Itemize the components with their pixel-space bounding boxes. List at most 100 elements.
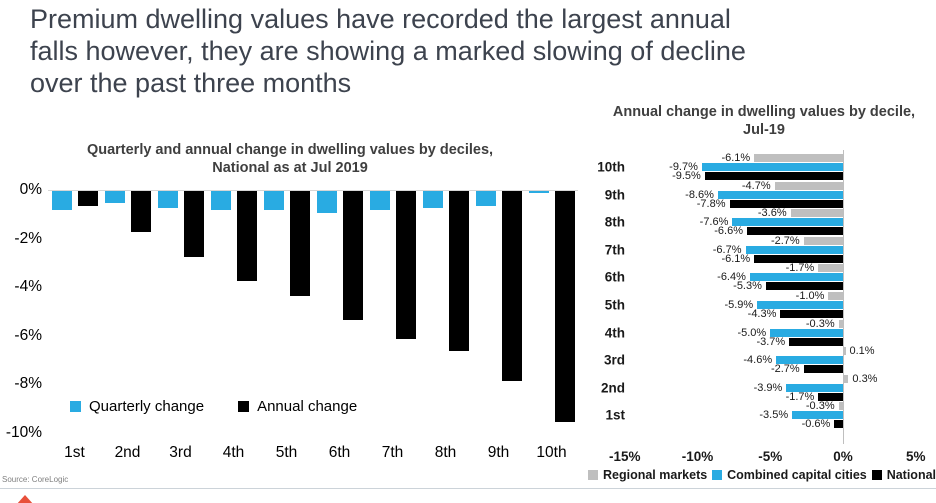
footer-divider [0,488,936,489]
data-label: -3.7% [756,335,786,348]
data-label: -6.6% [714,225,743,238]
data-label: -2.7% [770,234,800,247]
data-label: -0.6% [801,418,831,431]
decile-group [154,191,207,257]
row-category-label: 1st [605,407,625,423]
bar-quarterly [369,191,390,211]
bar-gray [790,209,843,218]
data-label: -4.7% [741,179,771,192]
page-title-line: over the past three months [30,68,352,98]
legend-swatch-icon [712,470,723,480]
decile-group [419,191,472,352]
source-note: Source: CoreLogic [2,475,69,484]
bar-cyan [757,301,843,309]
bar-quarterly [263,191,284,211]
bar-quarterly [316,191,337,213]
right-chart-title-line: Annual change in dwelling values by deci… [612,104,916,120]
decile-row: 8th -3.6% -7.6% -6.6% [590,208,936,238]
decile-row: 9th -4.7% -8.6% -7.8% [590,179,936,210]
legend-label: Regional markets [603,468,708,482]
row-category-label: 9th [604,187,625,203]
legend-label: Combined capital cities [727,468,867,482]
x-tick-label: -15% [609,449,641,464]
bar-black [789,337,843,346]
y-tick-label: -2% [14,229,42,247]
bar-gray [838,319,843,328]
bar-black [704,172,843,180]
row-category-label: 6th [604,269,625,285]
x-category-label: 3rd [169,444,192,461]
bar-black [780,310,843,318]
decile-row: 10th -6.1% -9.7% -9.5% [590,152,936,182]
data-label: -9.7% [669,161,698,173]
decile-group [472,191,525,381]
decile-group [366,191,419,340]
decile-group [207,191,260,281]
decile-row: 5th -1.0% -5.9% -4.3% [590,291,936,320]
y-tick-label: -4% [14,278,42,296]
right-chart-legend: Regional markets Combined capital cities N… [588,468,936,482]
data-label: -4.6% [743,354,773,367]
bar-black [818,392,843,401]
decile-row: 2nd 0.3% -3.9% -1.7% [590,372,936,403]
bar-black [834,420,843,429]
y-tick-label: 0% [19,181,42,198]
data-label: -3.5% [759,409,789,422]
legend-label: National [886,468,936,482]
bar-quarterly [157,191,178,208]
x-tick-label: 0% [833,449,853,464]
row-category-label: 2nd [600,380,625,396]
x-category-label: 8th [434,444,457,461]
decile-row: 7th -2.7% -6.7% -6.1% [590,234,936,265]
legend-swatch-icon [588,470,598,480]
data-label: -1.7% [785,390,815,403]
bar-quarterly [475,191,496,206]
data-label: 0.1% [849,345,875,358]
decile-group [260,191,313,296]
left-chart-title-line: Quarterly and annual change in dwelling … [86,142,494,158]
data-label: 0.3% [852,372,878,385]
y-tick-label: -6% [14,326,42,344]
decile-row: 1st -0.3% -3.5% -0.6% [590,400,936,431]
row-category-label: 4th [604,325,625,341]
bar-annual [77,191,98,206]
right-chart-title: Annual change in dwelling values by deci… [592,103,936,139]
data-label: -0.3% [805,400,835,413]
x-category-label: 2nd [114,444,141,461]
bar-gray [844,347,846,356]
data-label: -0.3% [805,317,835,330]
legend-label: Quarterly change [89,398,205,415]
bar-annual [448,191,469,352]
legend-swatch-icon [871,470,882,480]
row-category-label: 8th [604,214,625,230]
x-category-label: 1st [64,444,85,461]
x-category-label: 7th [381,444,404,461]
data-label: -7.8% [696,197,726,210]
bar-black [765,282,843,291]
data-label: -6.1% [721,252,751,265]
legend-swatch-icon [238,401,250,412]
bar-annual [395,191,416,340]
bar-gray [838,402,843,411]
legend-item: Combined capital cities [712,468,867,482]
row-category-label: 5th [604,297,625,313]
data-label: -9.5% [672,170,701,182]
bar-gray [754,154,843,162]
legend-item: Annual change [238,398,357,415]
bar-gray [828,292,843,300]
bar-black [747,227,843,236]
left-chart-title: Quarterly and annual change in dwelling … [35,141,545,177]
bar-gray [818,264,843,273]
bar-annual [342,191,363,320]
left-chart-x-axis: 1st 2nd 3rd 4th 5th 6th 7th 8th 9th 10th [48,444,578,462]
page-title: Premium dwelling values have recorded th… [30,3,746,99]
x-tick-label: -10% [681,449,714,464]
x-category-label: 10th [536,444,567,461]
data-label: -6.1% [721,152,751,164]
data-label: -5.3% [733,280,762,293]
left-chart-legend: Quarterly change Annual change [70,398,357,415]
legend-swatch-icon [70,401,81,412]
bar-black [754,254,843,263]
bar-annual [501,191,522,381]
bar-cyan [749,273,843,282]
